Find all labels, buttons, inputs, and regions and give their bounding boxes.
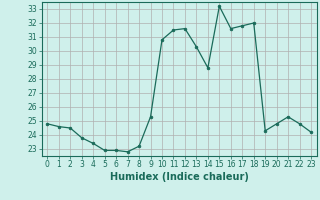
- X-axis label: Humidex (Indice chaleur): Humidex (Indice chaleur): [110, 172, 249, 182]
